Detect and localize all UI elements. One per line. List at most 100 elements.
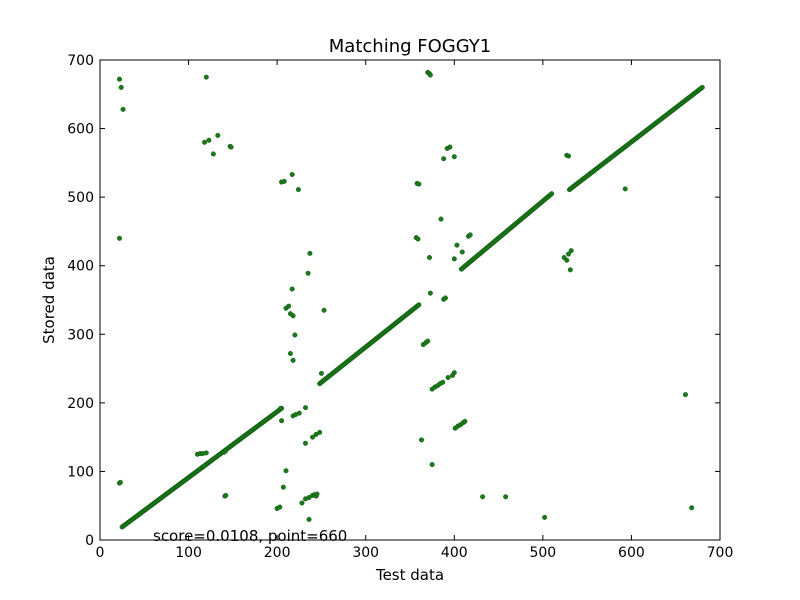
x-tick-label: 100 (175, 545, 202, 561)
data-point (542, 514, 548, 520)
y-tick-label: 200 (67, 396, 94, 412)
x-axis-label: Test data (375, 566, 444, 584)
data-point (427, 72, 433, 78)
chart-title: Matching FOGGY1 (329, 36, 491, 57)
y-tick-label: 600 (67, 122, 94, 138)
data-point (206, 137, 212, 143)
data-point (280, 484, 286, 490)
data-point (289, 172, 295, 178)
data-point (440, 379, 446, 385)
data-point (451, 370, 457, 376)
data-point (429, 462, 435, 468)
data-point (306, 516, 312, 522)
data-point (223, 492, 229, 498)
data-point (566, 153, 572, 159)
data-point (564, 257, 570, 263)
data-point (281, 178, 287, 184)
y-tick-label: 100 (67, 464, 94, 480)
data-point (307, 250, 313, 256)
y-tick-label: 0 (85, 533, 94, 549)
y-ticks: 0 100 200 300 400 500 600 700 (67, 53, 720, 549)
x-tick-label: 200 (264, 545, 291, 561)
data-point (419, 437, 425, 443)
data-point (292, 332, 298, 338)
data-point (283, 468, 289, 474)
data-point (689, 505, 695, 511)
data-point (454, 242, 460, 248)
data-point (302, 440, 308, 446)
data-point (447, 144, 453, 150)
data-point (302, 405, 308, 411)
data-point (699, 84, 705, 90)
data-point (210, 151, 216, 157)
data-point (295, 187, 301, 193)
data-point (286, 303, 292, 309)
data-point (117, 479, 123, 485)
data-point (118, 84, 124, 90)
data-point (310, 434, 316, 440)
data-point (203, 450, 209, 456)
data-point (296, 410, 302, 416)
y-tick-label: 400 (67, 259, 94, 275)
x-tick-label: 0 (96, 545, 105, 561)
data-point (290, 313, 296, 319)
data-point (441, 156, 447, 162)
markers (116, 69, 705, 530)
data-point (438, 216, 444, 222)
x-tick-label: 400 (441, 545, 468, 561)
x-ticks: 0 100 200 300 400 500 600 700 (96, 60, 734, 561)
data-point (459, 249, 465, 255)
data-point (116, 235, 122, 241)
data-point (318, 370, 324, 376)
data-point (467, 232, 473, 238)
data-point (415, 236, 421, 242)
data-point (203, 74, 209, 80)
data-point (416, 181, 422, 187)
data-point (451, 154, 457, 160)
data-point (427, 290, 433, 296)
data-point (202, 139, 208, 145)
plot-frame (99, 59, 721, 541)
data-point (215, 132, 221, 138)
data-point (416, 302, 422, 308)
data-point (279, 418, 285, 424)
data-point (223, 448, 229, 454)
annotation-text: score=0.0108, point=660 (153, 527, 347, 545)
data-point (299, 500, 305, 506)
x-tick-label: 700 (707, 545, 734, 561)
data-point (287, 350, 293, 356)
data-point (480, 494, 486, 500)
data-point (566, 251, 572, 257)
y-tick-label: 500 (67, 190, 94, 206)
data-point (120, 106, 126, 112)
data-point (277, 504, 283, 510)
y-tick-label: 700 (67, 53, 94, 69)
x-tick-label: 300 (352, 545, 379, 561)
y-axis-label: Stored data (40, 256, 58, 344)
data-point (568, 248, 574, 254)
data-point (425, 338, 431, 344)
data-point (682, 392, 688, 398)
data-point (290, 357, 296, 363)
x-tick-label: 600 (618, 545, 645, 561)
data-point (289, 286, 295, 292)
data-point (442, 295, 448, 301)
data-point (622, 186, 628, 192)
data-point (445, 374, 451, 380)
data-point (426, 254, 432, 260)
data-point (228, 144, 234, 150)
data-point (116, 76, 122, 82)
data-point (503, 494, 509, 500)
data-point (314, 491, 320, 497)
data-point (567, 267, 573, 273)
data-point (317, 429, 323, 435)
data-point (202, 463, 208, 469)
data-point (305, 270, 311, 276)
data-point (321, 307, 327, 313)
x-tick-label: 500 (529, 545, 556, 561)
data-point (278, 405, 284, 411)
data-point (462, 418, 468, 424)
y-tick-label: 300 (67, 327, 94, 343)
data-point (451, 256, 457, 262)
